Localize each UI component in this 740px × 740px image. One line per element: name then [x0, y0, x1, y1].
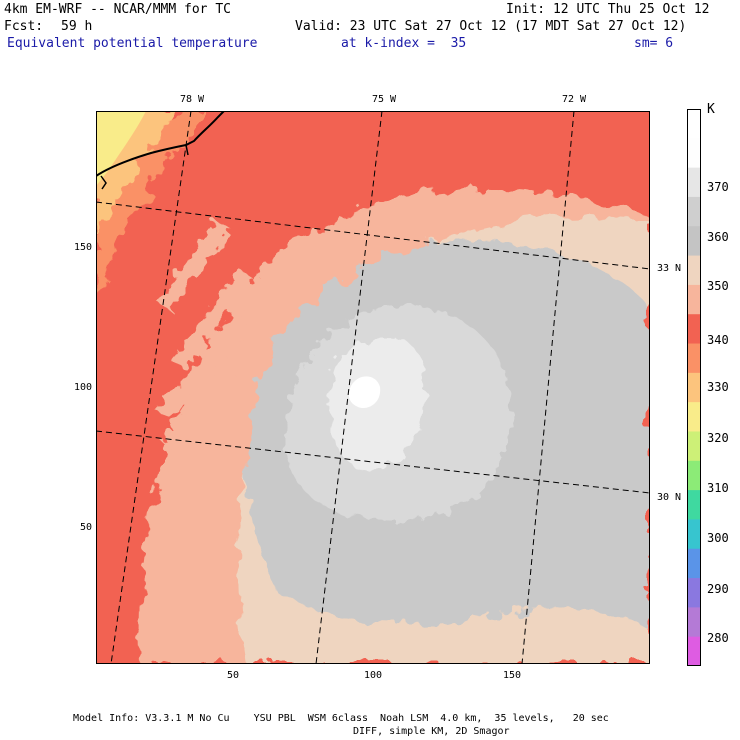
colorbar-label-280: 280 — [707, 631, 729, 645]
shade-370 — [329, 338, 426, 471]
y-tick-50: 50 — [80, 522, 93, 533]
x-tick-50: 50 — [227, 670, 240, 681]
colorbar-segment — [687, 519, 701, 550]
forecast-label: Fcst: — [4, 19, 44, 34]
colorbar — [687, 109, 701, 666]
colorbar-label-320: 320 — [707, 431, 729, 445]
colorbar-segment — [687, 255, 701, 286]
shade-320 — [96, 111, 146, 186]
colorbar-segment — [687, 109, 701, 139]
colorbar-label-330: 330 — [707, 380, 729, 394]
forecast-hour: 59 h — [61, 19, 93, 34]
lat-label-30n: 30 N — [657, 492, 682, 503]
y-tick-100: 100 — [74, 382, 93, 393]
init-time: Init: 12 UTC Thu 25 Oct 12 — [506, 2, 710, 17]
x-tick-100: 100 — [364, 670, 383, 681]
colorbar-label-310: 310 — [707, 481, 729, 495]
model-title: 4km EM-WRF -- NCAR/MMM for TC — [4, 2, 231, 17]
colorbar-unit: K — [707, 102, 715, 117]
smoothing-value: sm= 6 — [634, 36, 674, 51]
colorbar-segment — [687, 431, 701, 462]
field-name: Equivalent potential temperature — [7, 36, 258, 51]
lat-label-33n: 33 N — [657, 263, 682, 274]
valid-time: Valid: 23 UTC Sat 27 Oct 12 (17 MDT Sat … — [295, 19, 687, 34]
colorbar-segment — [687, 167, 701, 198]
lon-label-72w: 72 W — [562, 94, 587, 105]
colorbar-label-340: 340 — [707, 333, 729, 347]
colorbar-segment — [687, 284, 701, 315]
colorbar-label-350: 350 — [707, 279, 729, 293]
colorbar-segment — [687, 490, 701, 520]
colorbar-label-290: 290 — [707, 582, 729, 596]
colorbar-label-360: 360 — [707, 230, 729, 244]
coastline — [96, 111, 225, 177]
colorbar-segment — [687, 548, 701, 579]
colorbar-segment — [687, 460, 701, 491]
y-tick-150: 150 — [74, 242, 93, 253]
graticule — [96, 111, 650, 664]
shade-375 — [348, 376, 381, 409]
colorbar-segment — [687, 138, 701, 169]
colorbar-segment — [687, 402, 701, 432]
colorbar-segment — [687, 196, 701, 227]
vertical-level: at k-index = 35 — [341, 36, 467, 51]
rain-band-streaks — [156, 221, 256, 449]
model-info-physics: DIFF, simple KM, 2D Smagor — [353, 726, 510, 737]
lon-label-75w: 75 W — [372, 94, 397, 105]
colorbar-segment — [687, 607, 701, 638]
colorbar-label-300: 300 — [707, 531, 729, 545]
colorbar-segment — [687, 343, 701, 374]
map-frame — [96, 111, 650, 664]
colorbar-segment — [687, 226, 701, 257]
model-info: Model Info: V3.3.1 M No Cu YSU PBL WSM 6… — [73, 713, 609, 724]
theta-e-map — [96, 111, 650, 664]
colorbar-segment — [687, 372, 701, 403]
colorbar-segment — [687, 314, 701, 345]
lon-label-78w: 78 W — [180, 94, 205, 105]
colorbar-label-370: 370 — [707, 180, 729, 194]
colorbar-segment — [687, 578, 701, 608]
x-tick-150: 150 — [503, 670, 522, 681]
colorbar-segment — [687, 636, 701, 666]
